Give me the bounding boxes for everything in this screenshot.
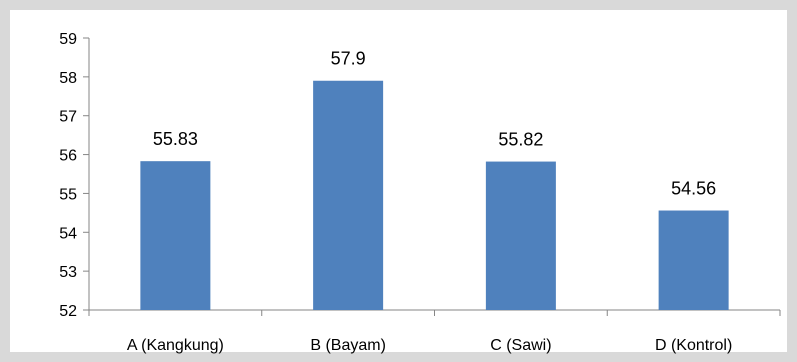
chart-area [10,10,787,352]
x-tick-label-2: C (Sawi) [490,337,551,354]
x-axis: A (Kangkung) B (Bayam) C (Sawi) D (Kontrol) [88,309,781,354]
y-axis: 52 53 54 55 56 57 58 59 [59,31,90,320]
y-tick-label: 59 [59,31,77,48]
x-tick-label-0: A (Kangkung) [127,337,224,354]
x-tick-label-3: D (Kontrol) [655,337,732,354]
bar-3 [658,210,729,310]
y-tick-label: 52 [59,303,77,320]
bars [140,80,729,310]
bar-0 [140,161,211,310]
data-label-1: 57.9 [331,49,366,69]
data-label-2: 55.82 [498,130,543,150]
y-tick-label: 58 [59,70,77,87]
data-labels: 55.83 57.9 55.82 54.56 [153,49,716,199]
bar-1 [313,80,384,310]
data-label-0: 55.83 [153,129,198,149]
y-tick-label: 56 [59,148,77,165]
y-tick-label: 57 [59,109,77,126]
y-tick-label: 55 [59,186,77,203]
y-tick-label: 53 [59,264,77,281]
x-tick-label-1: B (Bayam) [310,337,386,354]
data-label-3: 54.56 [671,179,716,199]
y-tick-label: 54 [59,225,77,242]
bar-2 [485,161,556,310]
